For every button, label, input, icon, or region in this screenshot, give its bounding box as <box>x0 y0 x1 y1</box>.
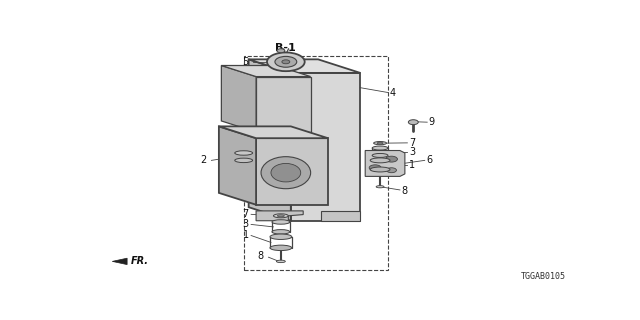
Text: 8: 8 <box>257 252 264 261</box>
Text: 1: 1 <box>243 230 249 240</box>
Polygon shape <box>248 59 360 73</box>
Ellipse shape <box>377 142 383 144</box>
Circle shape <box>408 120 419 124</box>
Circle shape <box>267 52 305 71</box>
Text: 6: 6 <box>426 156 433 165</box>
Ellipse shape <box>370 167 390 172</box>
Ellipse shape <box>272 230 290 234</box>
Bar <box>244 56 388 270</box>
Ellipse shape <box>277 215 284 217</box>
Ellipse shape <box>374 141 387 145</box>
Text: 4: 4 <box>390 88 396 98</box>
Polygon shape <box>221 66 256 132</box>
Ellipse shape <box>372 146 388 150</box>
Text: 7: 7 <box>243 209 249 219</box>
Text: 2: 2 <box>200 156 207 165</box>
Circle shape <box>385 156 397 162</box>
Ellipse shape <box>276 260 285 263</box>
Ellipse shape <box>271 164 301 182</box>
Ellipse shape <box>270 234 292 239</box>
Polygon shape <box>365 150 405 176</box>
Ellipse shape <box>272 220 290 224</box>
Text: 3: 3 <box>243 219 249 229</box>
Polygon shape <box>112 258 127 265</box>
Polygon shape <box>248 59 291 221</box>
Ellipse shape <box>372 154 388 157</box>
Circle shape <box>277 49 285 53</box>
Text: 9: 9 <box>429 117 435 127</box>
Text: TGGAB0105: TGGAB0105 <box>521 272 566 281</box>
Ellipse shape <box>270 245 292 251</box>
Ellipse shape <box>370 158 390 163</box>
Ellipse shape <box>376 186 384 188</box>
Polygon shape <box>321 211 360 221</box>
Circle shape <box>275 56 297 67</box>
Polygon shape <box>221 66 310 76</box>
Polygon shape <box>219 126 328 138</box>
Circle shape <box>369 165 381 171</box>
Ellipse shape <box>235 151 253 155</box>
Ellipse shape <box>273 214 288 218</box>
Circle shape <box>387 168 396 173</box>
Text: FR.: FR. <box>131 256 149 266</box>
Text: 7: 7 <box>409 138 415 148</box>
Text: 8: 8 <box>401 186 408 196</box>
Text: 1: 1 <box>409 160 415 170</box>
Text: 3: 3 <box>409 147 415 157</box>
Ellipse shape <box>235 158 253 163</box>
Polygon shape <box>256 211 303 221</box>
Text: 5: 5 <box>243 57 249 67</box>
Polygon shape <box>219 126 256 205</box>
Polygon shape <box>256 138 328 205</box>
Polygon shape <box>291 73 360 221</box>
Text: B-1: B-1 <box>275 43 296 53</box>
Ellipse shape <box>261 157 310 189</box>
Polygon shape <box>256 76 310 132</box>
Circle shape <box>282 60 290 64</box>
